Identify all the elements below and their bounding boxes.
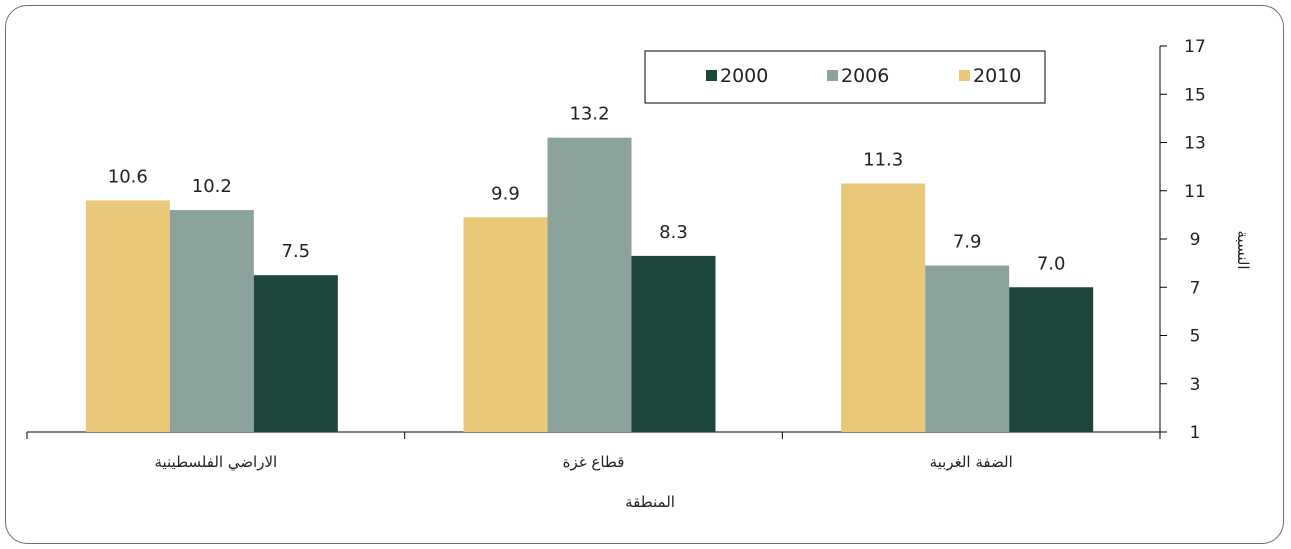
data-label: 11.3 (863, 150, 903, 171)
data-label: 7.5 (282, 241, 311, 262)
y-tick-label: 9 (1190, 230, 1201, 250)
legend-label-2000: 2000 (720, 65, 768, 87)
y-tick-label: 3 (1190, 375, 1201, 395)
y-tick-label: 15 (1184, 85, 1206, 105)
y-axis-title: النسبة (1234, 230, 1252, 269)
y-tick-label: 13 (1184, 134, 1206, 154)
data-label: 7.0 (1037, 253, 1066, 274)
bar-2000 (253, 275, 338, 432)
category-label: الاراضي الفلسطينية (154, 453, 277, 472)
y-tick-label: 5 (1190, 327, 1201, 347)
y-tick-label: 1 (1190, 423, 1201, 443)
bar-2006 (547, 137, 632, 433)
data-label: 7.9 (953, 232, 982, 253)
bar-2010 (463, 217, 548, 432)
bar-2000 (631, 255, 716, 432)
legend-label-2006: 2006 (841, 65, 889, 87)
data-label: 10.6 (108, 166, 148, 187)
bar-2010 (85, 200, 170, 432)
y-tick-label: 7 (1190, 278, 1201, 298)
data-label: 8.3 (659, 222, 688, 243)
category-label: الضفة الغربية (930, 453, 1013, 471)
data-label: 10.2 (192, 176, 232, 197)
bar-2006 (169, 210, 254, 432)
y-tick-label: 17 (1184, 37, 1206, 57)
legend-swatch-2000 (706, 70, 717, 81)
legend-swatch-2010 (959, 70, 970, 81)
bar-2010 (841, 183, 926, 432)
bar-2006 (925, 265, 1010, 432)
legend-label-2010: 2010 (973, 65, 1021, 87)
legend-swatch-2006 (827, 70, 838, 81)
bar-2000 (1009, 287, 1094, 432)
category-label: قطاع غزة (563, 453, 625, 471)
data-label: 13.2 (569, 104, 609, 125)
x-axis-title: المنطقة (625, 493, 675, 511)
y-tick-label: 11 (1184, 182, 1206, 202)
data-label: 9.9 (491, 183, 520, 204)
